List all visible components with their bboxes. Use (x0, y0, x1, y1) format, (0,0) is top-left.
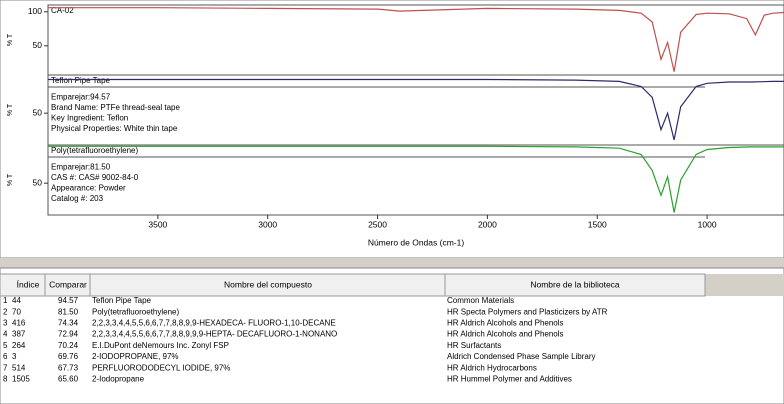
y-axis-label: % T (7, 103, 14, 116)
x-tick-label: 1500 (588, 219, 607, 229)
x-axis-label: Número de Ondas (cm-1) (368, 237, 465, 247)
index-cell: 387 (12, 330, 26, 339)
spectrum-title: Teflon Pipe Tape (51, 76, 111, 85)
index-cell: 44 (12, 296, 21, 305)
library-cell: HR Aldrich Alcohols and Phenols (447, 319, 564, 328)
row-number: 6 (3, 352, 8, 361)
spectrum-info: Emparejar:94.57 (51, 93, 111, 102)
match-cell: 81.50 (58, 307, 79, 316)
match-cell: 65.60 (58, 375, 79, 384)
index-cell: 514 (12, 363, 26, 372)
x-tick-label: 1000 (698, 219, 717, 229)
row-number: 3 (3, 319, 8, 328)
spectrum-info: CAS #: CAS# 9002-84-0 (51, 173, 139, 182)
compound-cell: 2,2,3,3,4,4,5,5,6,6,7,7,8,8,9,9-HEXADECA… (92, 319, 336, 328)
spectrum-info: Emparejar:81.50 (51, 163, 111, 172)
panel (47, 144, 784, 216)
match-cell: 69.76 (58, 352, 79, 361)
spectrum-line (48, 78, 784, 141)
compound-cell: Poly(tetrafluoroethylene) (92, 307, 179, 316)
y-tick-label: 50 (33, 107, 43, 117)
table-empty-area (705, 274, 784, 296)
index-cell: 1505 (12, 375, 30, 384)
row-number: 8 (3, 375, 8, 384)
spectrum-info: Appearance: Powder (51, 184, 126, 193)
spectrum-info: Key Ingredient: Teflon (51, 114, 128, 123)
index-cell: 3 (12, 352, 17, 361)
column-header[interactable]: Nombre del compuesto (224, 279, 312, 289)
row-number: 7 (3, 363, 8, 372)
row-number: 1 (3, 296, 8, 305)
row-number: 5 (3, 341, 8, 350)
y-tick-label: 50 (33, 40, 43, 50)
y-axis-label: % T (7, 173, 14, 186)
column-header[interactable]: Nombre de la biblioteca (530, 279, 620, 289)
x-tick-label: 2500 (368, 219, 387, 229)
library-cell: Common Materials (447, 296, 514, 305)
y-tick-label: 100 (28, 6, 42, 16)
index-cell: 70 (12, 307, 21, 316)
splitter[interactable] (0, 258, 784, 268)
match-cell: 67.73 (58, 363, 79, 372)
compound-cell: PERFLUORODODECYL IODIDE, 97% (92, 363, 230, 372)
compound-cell: E.I.DuPont deNemours Inc. Zonyl FSP (92, 341, 229, 350)
spectrum-title: Poly(tetrafluoroethylene) (51, 146, 138, 155)
spectrum-line (48, 145, 784, 213)
match-cell: 70.24 (58, 341, 79, 350)
x-tick-label: 3500 (148, 219, 167, 229)
x-tick-label: 2000 (478, 219, 497, 229)
library-cell: HR Specta Polymers and Plasticizers by A… (447, 307, 608, 316)
match-cell: 72.94 (58, 330, 79, 339)
library-cell: HR Aldrich Hydrocarbons (447, 363, 537, 372)
spectrum-info: Brand Name: PTFe thread-seal tape (51, 103, 181, 112)
index-cell: 416 (12, 319, 26, 328)
column-header[interactable]: Índice (17, 279, 40, 289)
column-header[interactable]: Comparar (49, 279, 87, 289)
y-axis-label: % T (7, 33, 14, 46)
compound-cell: 2-IODOPROPANE, 97% (92, 352, 179, 361)
spectrum-info: Physical Properties: White thin tape (51, 124, 178, 133)
compound-cell: Teflon Pipe Tape (92, 296, 152, 305)
library-cell: HR Hummel Polymer and Additives (447, 375, 572, 384)
row-number: 4 (3, 330, 8, 339)
library-cell: HR Surfactants (447, 341, 501, 350)
spectrum-info: Catalog #: 203 (51, 194, 104, 203)
spectrum-line (48, 7, 784, 72)
y-tick-label: 50 (33, 177, 43, 187)
library-cell: HR Aldrich Alcohols and Phenols (447, 330, 564, 339)
x-tick-label: 3000 (258, 219, 277, 229)
index-cell: 264 (12, 341, 26, 350)
spectrum-title: CA-02 (51, 6, 74, 15)
compound-cell: 2-Iodopropane (92, 375, 145, 384)
match-cell: 94.57 (58, 296, 79, 305)
match-cell: 74.34 (58, 319, 79, 328)
compound-cell: 2,2,3,3,4,4,5,5,6,6,7,7,8,8,9,9,9-HEPTA-… (92, 330, 337, 339)
library-cell: Aldrich Condensed Phase Sample Library (447, 352, 596, 361)
row-number: 2 (3, 307, 8, 316)
